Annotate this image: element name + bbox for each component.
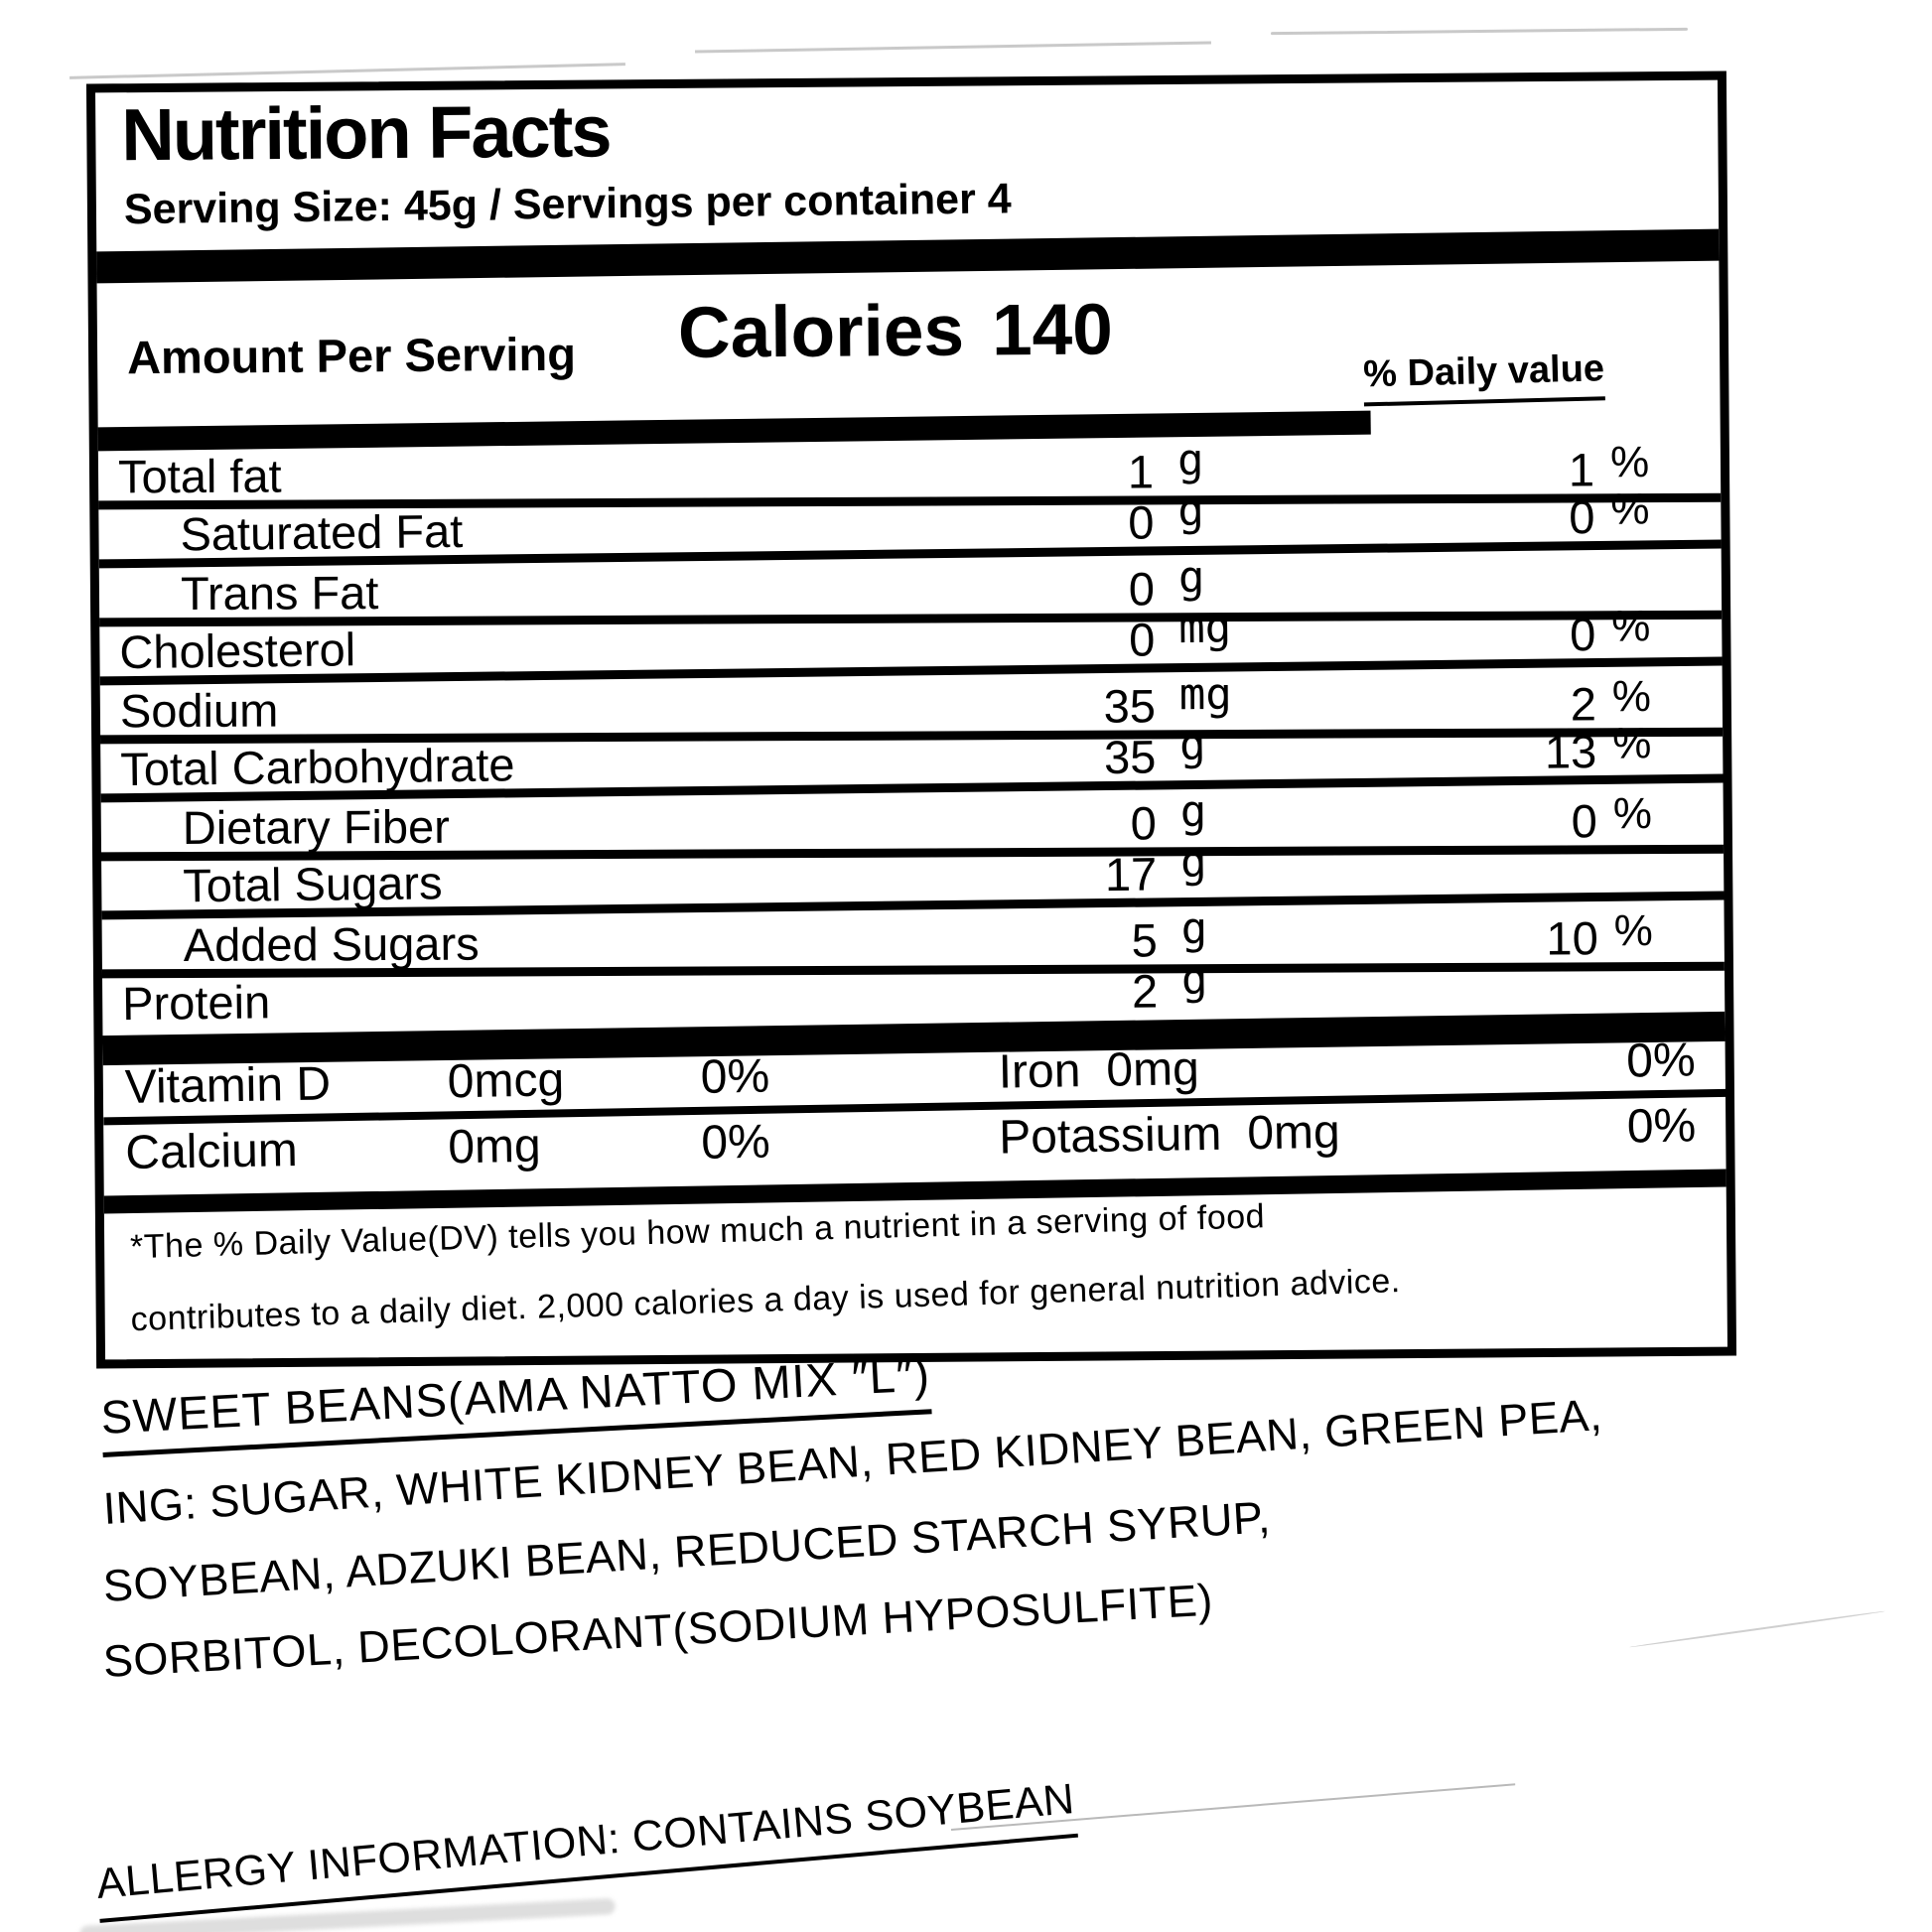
nutrient-dv-unit: % [1609,484,1650,535]
nutrient-dv: 10 [1546,911,1598,965]
nutrient-amount: 5 [1131,913,1158,967]
scan-artifact [1629,1609,1885,1649]
micro-dv-2: 0% [1626,1099,1697,1154]
nutrient-dv [1337,587,1595,588]
nutrient-amount: 0 [1127,495,1155,549]
calories-header-row: Amount Per Serving Calories 140 % Daily v… [96,266,1720,428]
nutrient-unit: g [1178,720,1206,771]
nutrient-name: Trans Fat [180,565,379,620]
nutrient-unit: g [1176,435,1204,486]
micro-secondary: Potassium 0mg [998,1105,1496,1165]
nutrient-amount: 0 [1128,562,1156,616]
micro-name: Vitamin D [124,1057,332,1115]
nutrient-dv-unit: % [1613,906,1653,956]
nutrient-amount: 1 [1127,445,1155,498]
nutrient-amount: 35 [1103,679,1157,733]
nutrient-dv-unit [1595,580,1706,581]
nutrient-dv-unit [1597,861,1708,862]
scan-artifact [1270,27,1689,36]
nutrient-dv-unit: % [1610,602,1651,652]
nutrient-name: Saturated Fat [180,503,464,561]
nutrient-dv-unit [1598,978,1709,979]
nutrient-amount: 35 [1103,730,1157,783]
nutrient-unit: g [1179,786,1207,838]
nutrient-dv: 0 [1569,607,1596,661]
nutrient-name: Sodium [119,683,279,738]
nutrient-unit: mg [1178,669,1232,721]
calories-label: Calories [677,290,965,374]
nutrient-dv [1339,868,1597,871]
label-title: Nutrition Facts [121,89,611,177]
nutrient-name: Added Sugars [183,916,480,971]
calories-value: 140 [991,289,1114,371]
nutrient-unit: mg [1177,602,1232,654]
micro-amount-2: 0mg [1105,1042,1200,1098]
nutrient-amount: 0 [1128,613,1156,666]
nutrient-unit: g [1180,954,1208,1006]
nutrient-name: Total Carbohydrate [120,738,515,795]
nutrient-name: Dietary Fiber [182,799,450,854]
amount-per-serving-label: Amount Per Serving [126,327,577,384]
scan-artifact [695,41,1211,54]
nutrient-name: Protein [121,975,271,1030]
nutrient-unit: g [1179,837,1207,889]
nutrient-dv-unit: % [1612,789,1653,839]
nutrient-amount: 17 [1104,847,1158,900]
nutrient-dv-unit: % [1611,719,1652,769]
micro-dv-2: 0% [1625,1034,1697,1088]
footnote-line: contributes to a daily diet. 2,000 calor… [130,1262,1402,1339]
nutrient-amount: 0 [1130,796,1157,850]
micro-amount: 0mcg [447,1053,565,1109]
nutrient-unit: g [1180,903,1208,955]
micro-amount-2: 0mg [1246,1105,1341,1161]
nutrient-dv-unit: % [1609,438,1650,487]
micronutrient-table: Vitamin D 0mcg 0% Iron 0mg 0% Calcium 0mg… [102,1032,1726,1183]
nutrient-dv [1340,985,1598,988]
nutrient-unit: g [1176,485,1205,537]
nutrient-name: Total fat [117,449,282,503]
micro-amount: 0mg [447,1120,542,1174]
nutrient-dv-unit: % [1611,672,1652,722]
micro-dv: 0% [700,1115,771,1171]
nutrient-unit: g [1177,552,1205,604]
nutrient-dv: 13 [1544,724,1597,778]
micro-name-2: Potassium [998,1108,1222,1165]
scan-artifact [69,63,625,79]
nutrient-dv: 1 [1568,443,1595,496]
nutrient-dv: 0 [1571,794,1597,848]
micro-name: Calcium [124,1124,299,1180]
serving-size-line: Serving Size: 45g / Servings per contain… [123,175,1012,234]
nutrient-dv: 0 [1568,489,1595,544]
micro-name-2: Iron [998,1044,1081,1099]
nutrition-facts-label: Nutrition Facts Serving Size: 45g / Serv… [85,70,1737,1369]
micro-secondary: Iron 0mg [998,1040,1495,1099]
micro-dv: 0% [700,1049,770,1105]
nutrient-table: Total fat 1 g 1 % Saturated Fat 0 g 0 % … [97,435,1725,1030]
nutrient-dv: 2 [1570,677,1597,731]
nutrient-amount: 2 [1131,964,1159,1018]
nutrient-name: Total Sugars [182,856,443,912]
nutrient-name: Cholesterol [119,622,356,678]
calories-group: Calories 140 [678,289,1114,374]
daily-value-footnote: *The % Daily Value(DV) tells you how muc… [104,1194,1727,1340]
daily-value-header: % Daily value [1362,347,1605,407]
